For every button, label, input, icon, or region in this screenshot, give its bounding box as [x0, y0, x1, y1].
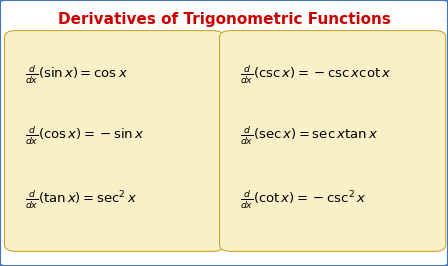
- Text: $\frac{d}{dx}(\tan x) = \sec^2 x$: $\frac{d}{dx}(\tan x) = \sec^2 x$: [25, 188, 137, 211]
- Text: Derivatives of Trigonometric Functions: Derivatives of Trigonometric Functions: [57, 13, 391, 27]
- FancyBboxPatch shape: [220, 31, 446, 251]
- Text: $\frac{d}{dx}(\csc x) = -\csc x\cot x$: $\frac{d}{dx}(\csc x) = -\csc x\cot x$: [240, 63, 391, 86]
- Text: $\frac{d}{dx}(\sec x) = \sec x\tan x$: $\frac{d}{dx}(\sec x) = \sec x\tan x$: [240, 124, 378, 147]
- Text: $\frac{d}{dx}(\cot x) = -\csc^2 x$: $\frac{d}{dx}(\cot x) = -\csc^2 x$: [240, 188, 366, 211]
- Text: $\frac{d}{dx}(\cos x) = -\sin x$: $\frac{d}{dx}(\cos x) = -\sin x$: [25, 124, 144, 147]
- Text: $\frac{d}{dx}(\sin x) = \cos x$: $\frac{d}{dx}(\sin x) = \cos x$: [25, 63, 128, 86]
- FancyBboxPatch shape: [4, 31, 224, 251]
